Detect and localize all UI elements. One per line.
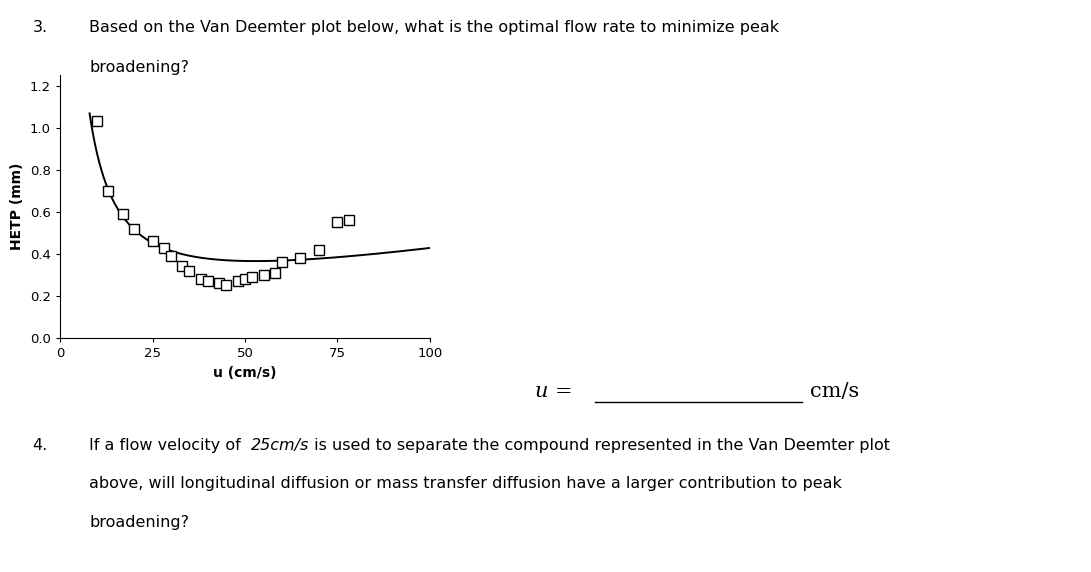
Text: If a flow velocity of: If a flow velocity of	[89, 438, 247, 452]
Text: 25cm/s: 25cm/s	[251, 438, 310, 452]
Text: 4.: 4.	[33, 438, 48, 452]
X-axis label: u (cm/s): u (cm/s)	[213, 366, 277, 380]
Text: u =: u =	[535, 382, 572, 402]
Text: cm/s: cm/s	[810, 382, 859, 402]
Text: Based on the Van Deemter plot below, what is the optimal flow rate to minimize p: Based on the Van Deemter plot below, wha…	[89, 20, 780, 35]
Y-axis label: HETP (mm): HETP (mm)	[10, 163, 24, 250]
Text: broadening?: broadening?	[89, 515, 190, 530]
Text: above, will longitudinal diffusion or mass transfer diffusion have a larger cont: above, will longitudinal diffusion or ma…	[89, 476, 842, 491]
Text: 3.: 3.	[33, 20, 48, 35]
Text: broadening?: broadening?	[89, 60, 190, 75]
Text: is used to separate the compound represented in the Van Deemter plot: is used to separate the compound represe…	[309, 438, 890, 452]
